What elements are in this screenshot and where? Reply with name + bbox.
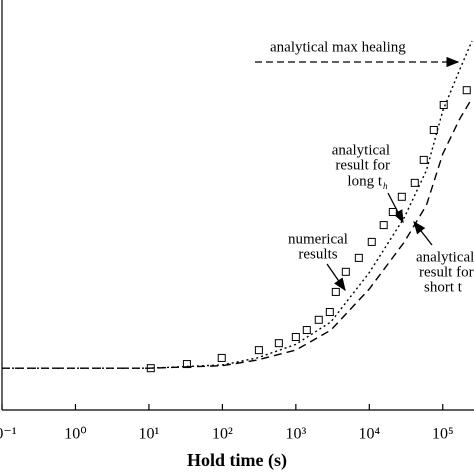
annotation-arrow	[413, 220, 433, 246]
marker	[410, 178, 419, 187]
marker	[388, 207, 397, 216]
annotation: numerical	[288, 231, 348, 247]
marker	[419, 155, 428, 164]
marker	[274, 339, 283, 348]
marker	[354, 253, 363, 262]
x-tick-label: 10⁰	[64, 426, 86, 443]
marker	[429, 125, 438, 134]
marker	[341, 267, 350, 276]
annotation: result for	[419, 264, 474, 280]
annotation: long t	[347, 173, 382, 189]
annotation: analytical max healing	[270, 39, 406, 55]
annotation-arrow	[387, 192, 404, 224]
line	[2, 40, 473, 369]
annotation: analytical	[332, 142, 390, 158]
x-tick-label: 10⁴	[359, 426, 381, 443]
marker	[379, 221, 388, 230]
marker	[439, 100, 448, 109]
x-tick-label: 10²	[212, 426, 233, 443]
x-tick-label: 10¹	[139, 426, 160, 443]
marker	[291, 333, 300, 342]
marker	[314, 315, 323, 324]
marker	[462, 86, 471, 95]
x-tick-label: 10³	[285, 426, 306, 443]
annotation: results	[298, 246, 337, 262]
x-axis-label: Hold time (s)	[187, 450, 287, 471]
marker	[331, 287, 340, 296]
marker	[254, 346, 263, 355]
annotation: result for	[335, 157, 390, 173]
annotation-subscript: h	[383, 181, 388, 191]
line	[2, 98, 473, 369]
annotation: short t	[424, 279, 463, 295]
marker	[367, 237, 376, 246]
x-tick-label: 10⁵	[432, 426, 454, 443]
annotation: analytical	[416, 249, 474, 265]
marker	[217, 353, 226, 362]
x-tick-label: 10⁻¹	[0, 426, 17, 443]
marker	[302, 326, 311, 335]
marker	[325, 308, 334, 317]
annotation-arrow	[326, 263, 346, 292]
marker	[397, 192, 406, 201]
